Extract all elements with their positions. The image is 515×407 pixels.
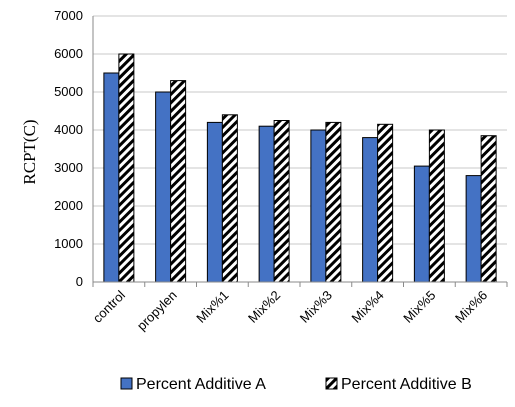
bar-a-mix6 xyxy=(465,175,482,283)
x-tick-label: control xyxy=(90,287,128,325)
legend-label-a: Percent Additive A xyxy=(136,376,266,393)
y-tick-label: 0 xyxy=(76,274,83,289)
bar-b-control xyxy=(118,53,135,283)
bar-b-propylen xyxy=(170,80,187,283)
y-tick-label: 5000 xyxy=(54,84,83,99)
x-tick-label: Mix%2 xyxy=(245,288,283,326)
legend-label-b: Percent Additive B xyxy=(341,376,472,393)
y-tick-labels: 0 1000 2000 3000 4000 5000 6000 7000 xyxy=(54,8,83,289)
y-tick-label: 6000 xyxy=(54,46,83,61)
bar-b-mix2 xyxy=(273,120,290,283)
bar-b-mix5 xyxy=(428,129,445,283)
y-tick-label: 4000 xyxy=(54,122,83,137)
x-tick-label: Mix%1 xyxy=(193,288,231,326)
bar-a-mix2 xyxy=(258,125,275,283)
y-axis-label: RCPT(C) xyxy=(20,119,39,184)
bar-b-mix1 xyxy=(221,114,238,283)
y-tick-label: 3000 xyxy=(54,160,83,175)
y-tick-label: 1000 xyxy=(54,236,83,251)
x-tick-label: propylen xyxy=(134,288,180,334)
bar-a-propylen xyxy=(155,91,172,283)
x-tick-label: Mix%3 xyxy=(297,288,335,326)
axes xyxy=(92,16,508,287)
bar-b-mix3 xyxy=(325,121,342,283)
bar-a-mix4 xyxy=(362,137,379,283)
gridlines xyxy=(93,15,507,245)
y-tick-label: 2000 xyxy=(54,198,83,213)
bars xyxy=(103,53,497,283)
x-tick-label: Mix%4 xyxy=(349,288,387,326)
legend: Percent Additive A Percent Additive B xyxy=(120,376,472,393)
x-tick-labels: control propylen Mix%1 Mix%2 Mix%3 Mix%4 Mix%5… xyxy=(90,287,490,333)
legend-swatch-b xyxy=(325,377,338,390)
x-tick-label: Mix%6 xyxy=(452,288,490,326)
bar-a-control xyxy=(103,72,120,283)
x-tick-label: Mix%5 xyxy=(400,288,438,326)
legend-swatch-a xyxy=(120,377,133,390)
bar-b-mix4 xyxy=(377,123,394,283)
bar-b-mix6 xyxy=(480,135,497,283)
bar-a-mix3 xyxy=(310,129,327,283)
bar-a-mix1 xyxy=(206,121,223,283)
bar-a-mix5 xyxy=(413,165,430,283)
y-tick-label: 7000 xyxy=(54,8,83,23)
